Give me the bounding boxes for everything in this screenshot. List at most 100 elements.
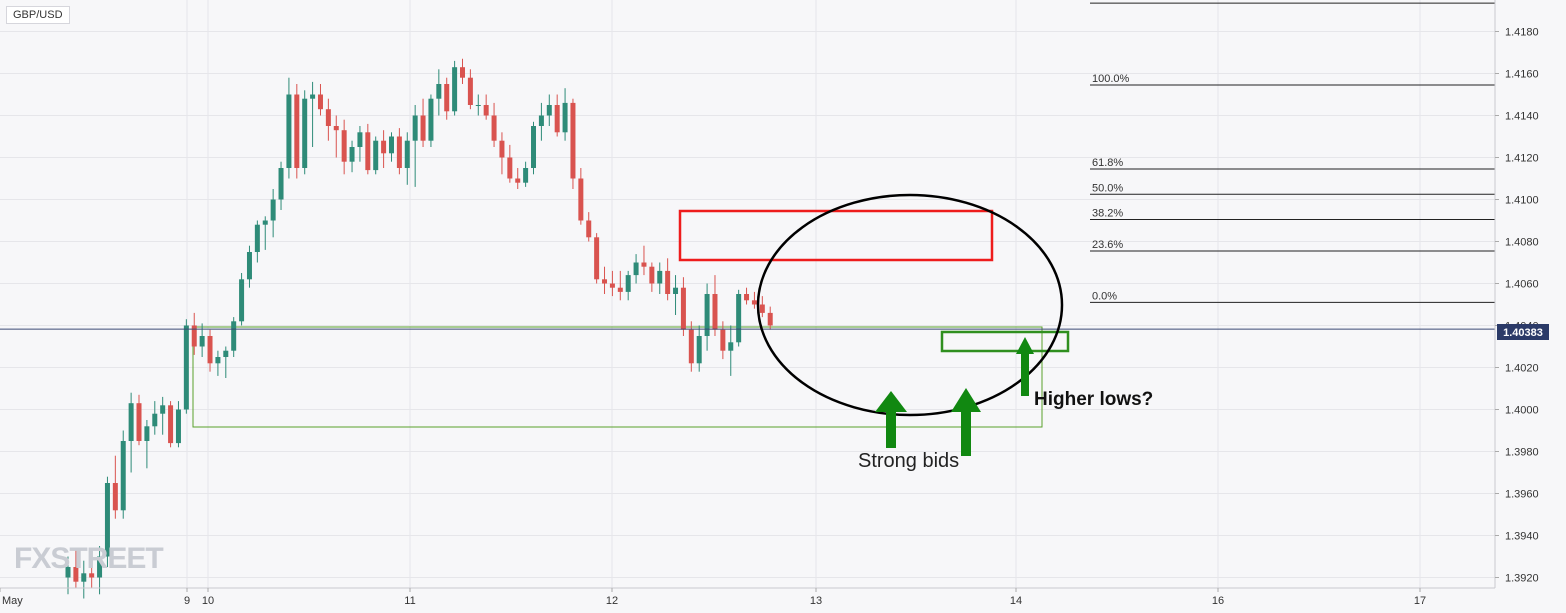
candle [712, 275, 718, 336]
candle-body [365, 132, 371, 171]
candle [223, 346, 229, 378]
y-tick-label: 1.4000 [1505, 405, 1539, 417]
candle [467, 69, 473, 110]
candle [207, 329, 213, 372]
candle-body [562, 102, 568, 133]
fibonacci-levels: 138.2% 100.0% 61.8% 50.0% 38.2% 23.6% 0.0% [1090, 0, 1495, 303]
candle-body [712, 294, 718, 330]
candle [97, 546, 103, 595]
candle [341, 119, 347, 175]
candle [239, 273, 245, 326]
candle-body [65, 567, 71, 578]
candle-body [270, 199, 276, 221]
strong-bid-arrow-right [951, 388, 981, 456]
candle-body [428, 98, 434, 141]
x-tick-label: 16 [1212, 595, 1224, 607]
candle-body [665, 270, 671, 294]
candles [65, 58, 773, 599]
candle-body [144, 426, 150, 441]
candle [515, 168, 521, 189]
candle-body [586, 220, 592, 238]
y-tick-label: 1.4160 [1505, 69, 1539, 81]
higher-lows-label: Higher lows? [1034, 389, 1153, 410]
candle-body [104, 483, 110, 557]
y-tick-label: 1.4080 [1505, 237, 1539, 249]
candle-body [404, 140, 410, 168]
candle-body [373, 140, 379, 171]
candle [491, 102, 497, 147]
candle-body [594, 237, 600, 280]
candle-body [467, 77, 473, 105]
candle [333, 115, 339, 158]
candle-body [254, 224, 260, 252]
candle [428, 94, 434, 147]
candle [286, 77, 292, 179]
axes: 1.4180 1.4160 1.4140 1.4120 1.4100 1.4080 1.40… [0, 0, 1549, 607]
candle-body [720, 329, 726, 351]
candle [460, 58, 465, 84]
candle [270, 189, 276, 238]
candle-body [381, 140, 387, 154]
candle-body [546, 105, 552, 116]
candle-body [262, 220, 268, 225]
candle-body [388, 136, 394, 154]
candle-body [633, 262, 639, 276]
candle [73, 550, 79, 588]
candle [609, 270, 615, 297]
candle-body [641, 262, 647, 267]
candle [120, 430, 126, 519]
candle [759, 296, 765, 318]
candle [294, 84, 300, 179]
fib-label: 61.8% [1092, 157, 1123, 169]
candle [444, 77, 450, 120]
candle-body [191, 325, 197, 347]
candle-body [412, 115, 418, 141]
candle [396, 128, 402, 175]
candle [112, 455, 118, 519]
candle [160, 396, 166, 435]
candle-body [578, 178, 584, 221]
candle-body [499, 140, 505, 158]
candle [483, 94, 489, 120]
candle-body [396, 136, 402, 168]
candle [231, 317, 237, 357]
y-tick-label: 1.3940 [1505, 531, 1539, 543]
candle [641, 245, 647, 276]
candle [617, 270, 623, 301]
candle [325, 98, 331, 141]
candle [365, 123, 371, 175]
x-tick-label: 13 [810, 595, 822, 607]
candle [404, 132, 410, 185]
candle [357, 126, 363, 162]
candle-body [570, 102, 576, 179]
candle-body [317, 94, 323, 110]
candle [538, 102, 544, 141]
strong-bid-arrow-left [875, 391, 907, 448]
consolidation-ellipse [756, 193, 1064, 417]
symbol-label: GBP/USD [6, 6, 70, 24]
candle-body [696, 336, 702, 364]
y-tick-label: 1.3980 [1505, 447, 1539, 459]
candle [720, 321, 726, 360]
candle-body [136, 403, 142, 441]
x-tick-label: 12 [606, 595, 618, 607]
candle [436, 69, 442, 116]
candle [499, 132, 505, 175]
candle [89, 552, 95, 588]
candle [688, 321, 694, 372]
zones [192, 209, 1070, 428]
candle-body [751, 300, 757, 305]
candle [673, 275, 679, 315]
y-tick-label: 1.4100 [1505, 195, 1539, 207]
candle [578, 168, 584, 225]
candle [246, 245, 252, 288]
candle [349, 140, 355, 173]
y-tick-label: 1.4060 [1505, 279, 1539, 291]
candle [144, 420, 150, 469]
candle [744, 287, 750, 305]
candle [736, 289, 742, 347]
candle-body [357, 132, 363, 147]
candle [302, 90, 308, 175]
candle-body [609, 283, 615, 288]
